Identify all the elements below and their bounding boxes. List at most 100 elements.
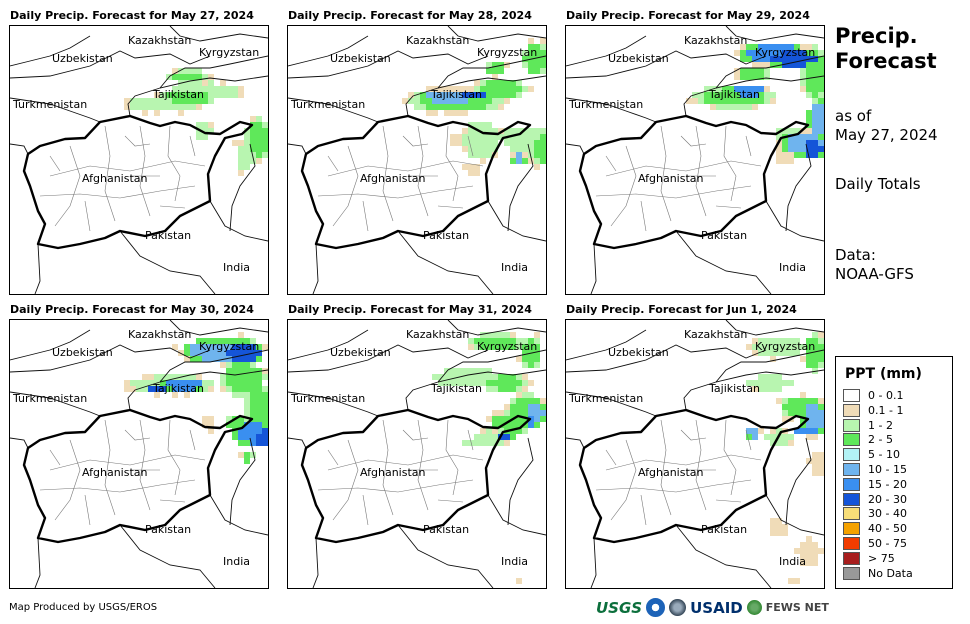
legend-label: > 75 <box>868 551 895 565</box>
legend-item: 30 - 40 <box>843 507 907 521</box>
country-label-turkmenistan: Turkmenistan <box>291 98 366 111</box>
country-label-turkmenistan: Turkmenistan <box>13 392 88 405</box>
country-label-uzbekistan: Uzbekistan <box>52 52 113 65</box>
map-canvas <box>288 26 546 294</box>
legend-label: 5 - 10 <box>868 448 900 462</box>
usgs-logo: USGS <box>596 598 643 617</box>
country-label-uzbekistan: Uzbekistan <box>52 346 113 359</box>
country-label-pakistan: Pakistan <box>423 229 470 242</box>
country-label-turkmenistan: Turkmenistan <box>13 98 88 111</box>
precip-grid <box>746 332 824 584</box>
as-of-value: May 27, 2024 <box>835 126 938 144</box>
country-label-afghanistan: Afghanistan <box>638 172 704 185</box>
forecast-map-3: Kazakhstan Kyrgyzstan Uzbekistan Tajikistan… <box>565 25 825 295</box>
legend-label: 40 - 50 <box>868 522 907 536</box>
country-label-turkmenistan: Turkmenistan <box>291 392 366 405</box>
precip-grid <box>124 332 268 464</box>
partner-logos: USGS USAID FEWS NET <box>596 598 829 617</box>
country-label-tajikistan: Tajikistan <box>709 382 760 395</box>
map-series-title: Precip. Forecast <box>835 24 937 74</box>
legend-swatch <box>843 433 860 447</box>
country-label-tajikistan: Tajikistan <box>431 88 482 101</box>
as-of-date: as of May 27, 2024 <box>835 107 938 145</box>
country-label-india: India <box>223 555 250 568</box>
country-label-pakistan: Pakistan <box>145 229 192 242</box>
country-label-pakistan: Pakistan <box>701 523 748 536</box>
legend-label: 1 - 2 <box>868 418 893 432</box>
country-label-pakistan: Pakistan <box>701 229 748 242</box>
legend-title: PPT (mm) <box>845 366 922 382</box>
country-label-pakistan: Pakistan <box>145 523 192 536</box>
country-label-kyrgyzstan: Kyrgyzstan <box>755 46 816 59</box>
legend-item: 0 - 0.1 <box>843 389 903 402</box>
panel-title-5: Daily Precip. Forecast for May 31, 2024 <box>288 303 532 316</box>
country-label-kyrgyzstan: Kyrgyzstan <box>199 340 260 353</box>
country-label-india: India <box>779 555 806 568</box>
country-label-tajikistan: Tajikistan <box>709 88 760 101</box>
legend-swatch <box>843 418 860 432</box>
country-label-tajikistan: Tajikistan <box>153 88 204 101</box>
legend-item: 0.1 - 1 <box>843 403 904 417</box>
country-label-kazakhstan: Kazakhstan <box>684 34 748 47</box>
country-label-kyrgyzstan: Kyrgyzstan <box>477 46 538 59</box>
legend-swatch <box>843 403 860 417</box>
legend-item: > 75 <box>843 551 895 565</box>
country-label-tajikistan: Tajikistan <box>431 382 482 395</box>
country-label-kazakhstan: Kazakhstan <box>406 34 470 47</box>
country-label-india: India <box>501 555 528 568</box>
country-label-kyrgyzstan: Kyrgyzstan <box>199 46 260 59</box>
daily-totals-label: Daily Totals <box>835 175 921 193</box>
country-label-kazakhstan: Kazakhstan <box>128 34 192 47</box>
legend-swatch <box>843 507 860 521</box>
country-label-turkmenistan: Turkmenistan <box>569 98 644 111</box>
nasa-seal-icon <box>669 599 687 616</box>
country-label-kyrgyzstan: Kyrgyzstan <box>477 340 538 353</box>
panel-title-3: Daily Precip. Forecast for May 29, 2024 <box>566 9 810 22</box>
country-label-kyrgyzstan: Kyrgyzstan <box>755 340 816 353</box>
country-label-uzbekistan: Uzbekistan <box>608 52 669 65</box>
legend-swatch <box>843 551 860 565</box>
noaa-logo-icon <box>646 598 666 617</box>
legend-item: 10 - 15 <box>843 463 907 476</box>
legend-label: 0.1 - 1 <box>868 403 904 417</box>
map-canvas <box>566 320 824 588</box>
as-of-label: as of <box>835 107 872 125</box>
fews-globe-icon <box>746 600 762 615</box>
panel-title-6: Daily Precip. Forecast for Jun 1, 2024 <box>566 303 797 316</box>
country-label-india: India <box>779 261 806 274</box>
forecast-map-6: Kazakhstan Kyrgyzstan Uzbekistan Tajikistan… <box>565 319 825 589</box>
fews-net-logo: FEWS NET <box>765 601 829 614</box>
country-label-afghanistan: Afghanistan <box>82 466 148 479</box>
country-label-afghanistan: Afghanistan <box>360 172 426 185</box>
legend-item: 15 - 20 <box>843 477 907 491</box>
legend-swatch <box>843 566 860 580</box>
country-label-india: India <box>223 261 250 274</box>
country-label-kazakhstan: Kazakhstan <box>128 328 192 341</box>
legend-swatch <box>843 492 860 506</box>
legend-label: 50 - 75 <box>868 537 907 550</box>
legend-swatch <box>843 448 860 462</box>
legend-item: 2 - 5 <box>843 433 893 447</box>
data-source-value: NOAA-GFS <box>835 265 914 283</box>
legend-item: 5 - 10 <box>843 448 900 462</box>
legend-swatch <box>843 537 860 550</box>
country-label-kazakhstan: Kazakhstan <box>406 328 470 341</box>
data-source-label: Data: <box>835 246 876 264</box>
map-canvas <box>288 320 546 588</box>
country-label-kazakhstan: Kazakhstan <box>684 328 748 341</box>
panel-title-2: Daily Precip. Forecast for May 28, 2024 <box>288 9 532 22</box>
country-label-tajikistan: Tajikistan <box>153 382 204 395</box>
panel-title-1: Daily Precip. Forecast for May 27, 2024 <box>10 9 254 22</box>
legend-swatch <box>843 389 860 402</box>
country-label-uzbekistan: Uzbekistan <box>608 346 669 359</box>
legend-item: 50 - 75 <box>843 537 907 550</box>
legend-item: 20 - 30 <box>843 492 907 506</box>
legend-label: 0 - 0.1 <box>868 389 904 402</box>
country-label-india: India <box>501 261 528 274</box>
legend-swatch <box>843 522 860 536</box>
legend-label: 30 - 40 <box>868 507 907 521</box>
legend-label: 20 - 30 <box>868 492 907 506</box>
title-line-2: Forecast <box>835 49 937 73</box>
country-label-uzbekistan: Uzbekistan <box>330 346 391 359</box>
forecast-map-4: Kazakhstan Kyrgyzstan Uzbekistan Tajikistan… <box>9 319 269 589</box>
